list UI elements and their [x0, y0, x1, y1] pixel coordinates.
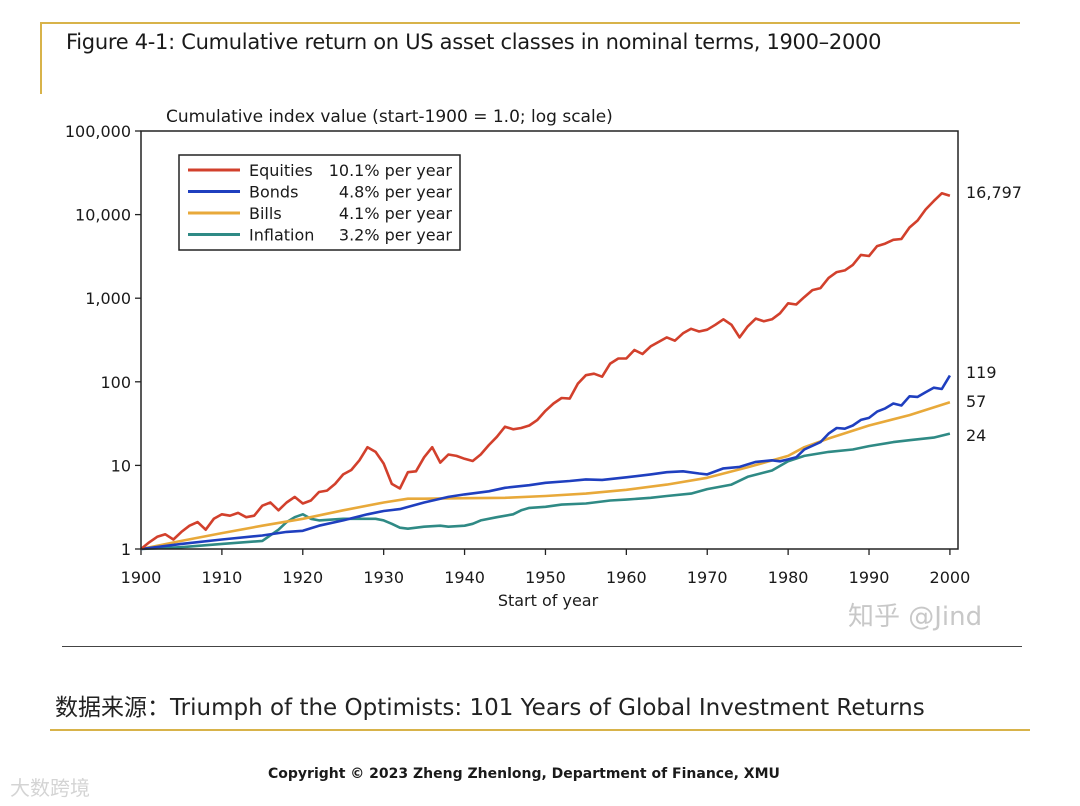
y-tick-label: 100,000	[65, 122, 131, 141]
bottom-gold-rule	[50, 729, 1030, 731]
x-tick-label: 1970	[687, 568, 728, 587]
series-line-bonds	[140, 374, 952, 551]
end-label-bills: 57	[966, 392, 986, 411]
top-gold-rule	[40, 22, 1020, 24]
bottom-left-watermark: 大数跨境	[10, 776, 90, 800]
x-tick-label: 1960	[606, 568, 647, 587]
x-tick-label: 1940	[444, 568, 485, 587]
series-line-inflation	[140, 432, 951, 551]
zhihu-watermark: 知乎 @Jind	[848, 602, 983, 632]
x-tick-label: 1920	[282, 568, 323, 587]
legend: Equities 10.1% per year Bonds 4.8% per year…	[178, 154, 461, 251]
source-note: 数据来源：Triumph of the Optimists: 101 Years…	[55, 695, 925, 721]
end-label-bonds: 119	[966, 363, 997, 382]
y-tick-label: 10,000	[75, 206, 131, 225]
x-tick-label: 2000	[930, 568, 971, 587]
x-tick-label: 1980	[768, 568, 809, 587]
legend-rate: 4.8% per year	[339, 183, 453, 202]
legend-rate: 3.2% per year	[339, 226, 453, 245]
y-axis-label: Cumulative index value (start-1900 = 1.0…	[166, 107, 613, 127]
y-tick-label: 100	[100, 373, 131, 392]
left-gold-rule	[40, 22, 42, 94]
legend-name: Bonds	[249, 183, 298, 202]
y-tick-label: 1	[121, 540, 131, 559]
x-tick-label: 1990	[849, 568, 890, 587]
x-tick-label: 1950	[525, 568, 566, 587]
legend-rate: 10.1% per year	[329, 161, 453, 180]
y-tick-label: 10	[111, 456, 131, 475]
series-line-bills	[140, 400, 951, 551]
x-tick-label: 1910	[202, 568, 243, 587]
x-axis-label: Start of year	[498, 591, 599, 610]
end-label-equities: 16,797	[966, 183, 1022, 202]
gray-divider	[62, 646, 1022, 647]
copyright-text: Copyright © 2023 Zheng Zhenlong, Departm…	[268, 766, 780, 782]
chart-svg: Cumulative index value (start-1900 = 1.0…	[65, 107, 1022, 610]
legend-name: Equities	[249, 161, 313, 180]
end-label-inflation: 24	[966, 426, 986, 445]
x-tick-label: 1930	[363, 568, 404, 587]
series-line-equities	[140, 192, 951, 551]
legend-name: Bills	[249, 204, 282, 223]
plot-frame	[140, 130, 959, 550]
legend-name: Inflation	[249, 226, 314, 245]
x-tick-label: 1900	[121, 568, 162, 587]
figure-title: Figure 4-1: Cumulative return on US asse…	[66, 30, 882, 54]
y-tick-label: 1,000	[85, 289, 131, 308]
legend-rate: 4.1% per year	[339, 204, 453, 223]
